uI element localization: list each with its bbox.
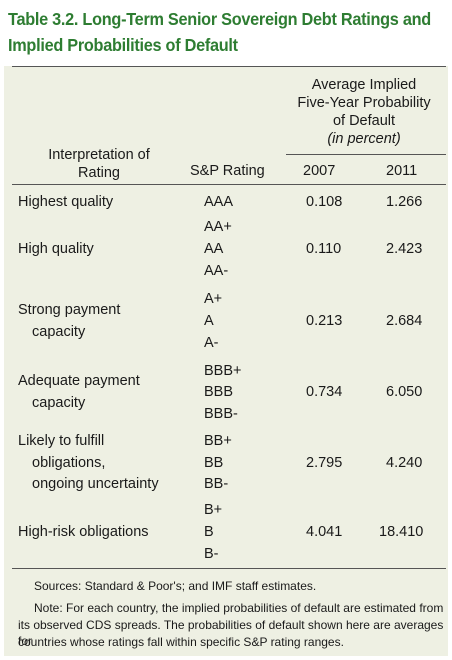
group-header-line-3: of Default (332, 113, 396, 129)
rating-cell: B- (204, 546, 219, 562)
group-header-line-2: Five-Year Probability (297, 95, 431, 111)
top-rule (12, 66, 446, 67)
rating-cell: A+ (204, 291, 223, 307)
header-rule (12, 184, 446, 185)
title-line-1: Table 3.2. Long-Term Senior Sovereign De… (8, 9, 431, 29)
value-2011-cell: 6.050 (386, 384, 423, 400)
table-title: Table 3.2. Long-Term Senior Sovereign De… (8, 6, 431, 58)
rating-cell: BB- (204, 476, 229, 492)
group-rule (286, 154, 446, 155)
value-2011-cell: 2.423 (386, 241, 423, 257)
interpretation-cell: High-risk obligations (18, 524, 149, 540)
rating-cell: AA+ (204, 219, 232, 235)
rating-cell: AA- (204, 263, 229, 279)
rating-cell: AAA (204, 194, 234, 210)
rating-cell: AA (204, 241, 224, 257)
rating-cell: BBB- (204, 406, 238, 422)
interpretation-cell: capacity (32, 324, 86, 340)
group-header-line-4: (in percent) (327, 131, 401, 147)
rating-cell: A (204, 313, 214, 329)
value-2007-cell: 0.108 (306, 194, 343, 210)
title-line-2: Implied Probabilities of Default (8, 35, 238, 55)
interpretation-cell: obligations, (32, 455, 106, 471)
interpretation-header: Interpretation of Rating (14, 146, 184, 182)
interpretation-cell: ongoing uncertainty (32, 476, 159, 492)
table-panel: Average Implied Five-Year Probability of… (4, 66, 448, 656)
interpretation-cell: capacity (32, 395, 86, 411)
interpretation-header-line-2: Rating (78, 165, 120, 181)
interpretation-cell: High quality (18, 241, 94, 257)
rating-cell: A- (204, 335, 219, 351)
value-2007-cell: 0.110 (306, 241, 342, 257)
interpretation-cell: Likely to fulfill (18, 433, 105, 449)
value-2011-cell: 1.266 (386, 194, 423, 210)
note-line-2: its observed CDS spreads. The probabilit… (18, 618, 444, 648)
sources-note: Sources: Standard & Poor's; and IMF staf… (34, 579, 317, 593)
interpretation-cell: Strong payment (18, 302, 121, 318)
rating-cell: BB (204, 455, 224, 471)
value-2007-cell: 0.734 (306, 384, 343, 400)
note-line-1: Note: For each country, the implied prob… (34, 601, 444, 615)
group-header: Average Implied Five-Year Probability of… (294, 76, 434, 148)
rating-cell: BB+ (204, 433, 232, 449)
interpretation-cell: Adequate payment (18, 373, 140, 389)
group-header-line-1: Average Implied (311, 77, 417, 93)
rating-cell: BBB (204, 384, 234, 400)
value-2011-cell: 2.684 (386, 313, 423, 329)
interpretation-cell: Highest quality (18, 194, 114, 210)
value-2011-cell: 4.240 (386, 455, 423, 471)
sp-rating-header: S&P Rating (190, 163, 265, 179)
rating-cell: B+ (204, 502, 223, 518)
year-2011-header: 2011 (386, 163, 418, 179)
year-2007-header: 2007 (303, 163, 336, 179)
note-line-3: countries whose ratings fall within spec… (18, 635, 344, 649)
value-2007-cell: 4.041 (306, 524, 343, 540)
rating-cell: BBB+ (204, 363, 242, 379)
bottom-rule (12, 568, 446, 569)
rating-cell: B (204, 524, 214, 540)
interpretation-header-line-1: Interpretation of (48, 147, 150, 163)
value-2011-cell: 18.410 (379, 524, 424, 540)
value-2007-cell: 2.795 (306, 455, 343, 471)
value-2007-cell: 0.213 (306, 313, 343, 329)
